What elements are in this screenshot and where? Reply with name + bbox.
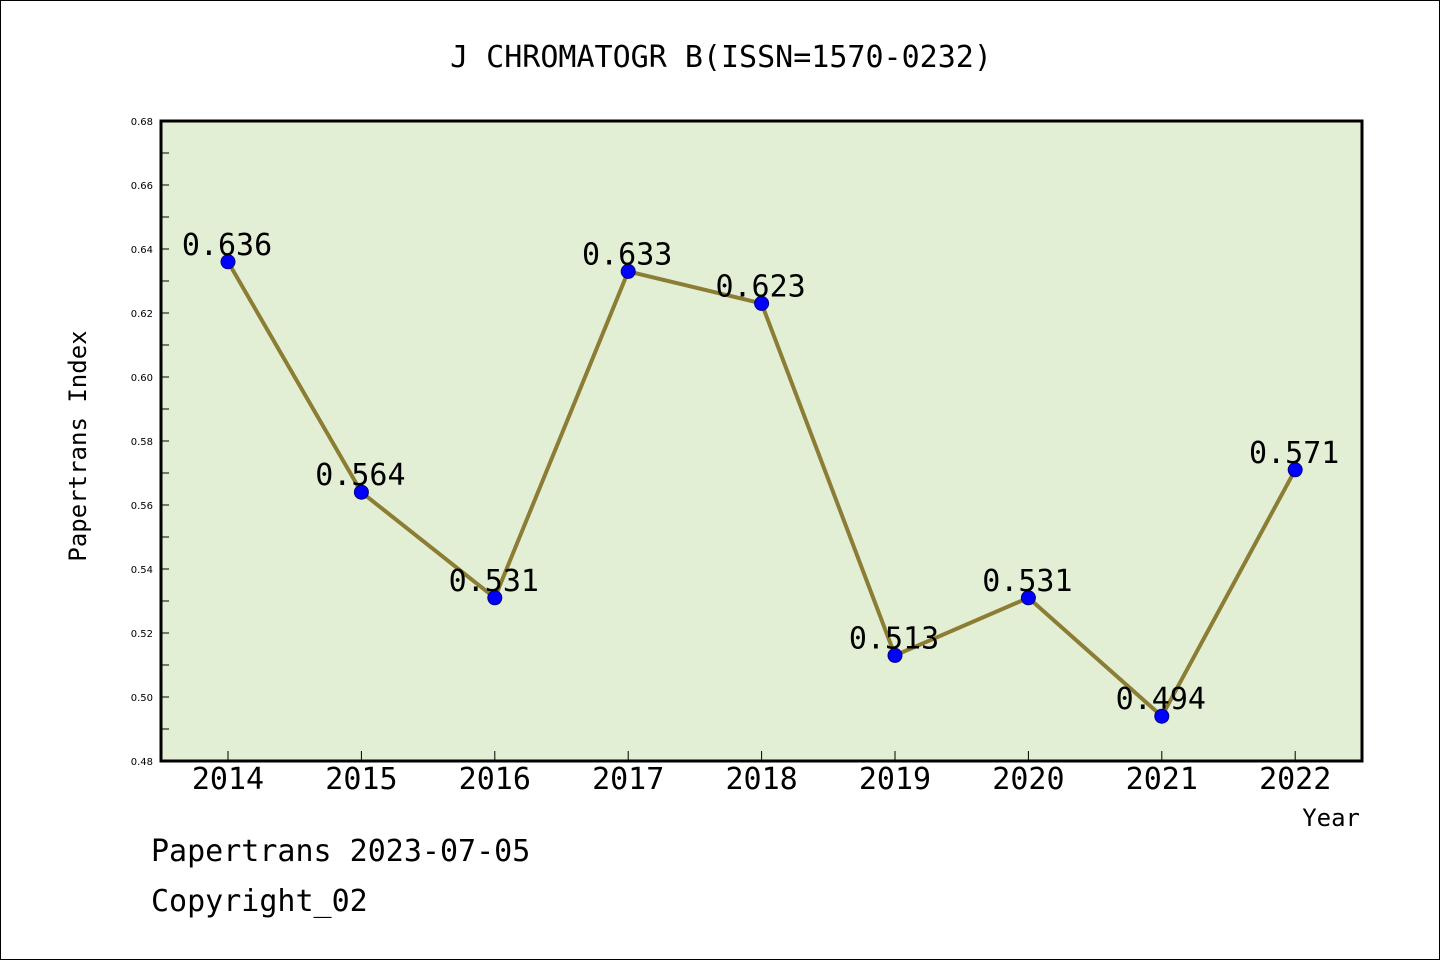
x-tick-label: 2017 (592, 762, 664, 797)
y-tick-label: 0.62 (131, 309, 153, 320)
y-tick-label: 0.56 (131, 501, 153, 512)
x-tick-label: 2022 (1259, 762, 1331, 797)
x-tick-label: 2018 (725, 762, 797, 797)
data-markers (220, 254, 1303, 724)
data-point (620, 263, 636, 279)
y-tick-label: 0.52 (131, 629, 153, 640)
y-tick-label: 0.60 (131, 373, 153, 384)
footer-source: Papertrans 2023-07-05 (151, 834, 531, 869)
data-point (353, 484, 369, 500)
data-label: 0.531 (982, 564, 1072, 599)
y-tick-label: 0.48 (131, 757, 153, 768)
data-point (1287, 462, 1303, 478)
plot-border (159, 119, 1364, 763)
data-point (487, 590, 503, 606)
y-tick-label: 0.64 (131, 245, 153, 256)
data-labels: 0.636 0.564 0.531 0.633 0.623 0.513 0.531 0.494… (182, 228, 1340, 717)
data-point (1154, 708, 1170, 724)
y-axis: 0.48 0.50 0.52 0.54 0.56 0.58 0.60 0.62 0.64 0.66… (131, 117, 169, 768)
y-tick-label: 0.54 (131, 565, 153, 576)
y-tick-label: 0.50 (131, 693, 153, 704)
x-tick-label: 2021 (1126, 762, 1198, 797)
x-tick-label: 2015 (325, 762, 397, 797)
data-label: 0.531 (449, 564, 539, 599)
x-axis-label: Year (1302, 804, 1360, 832)
data-label: 0.636 (182, 228, 272, 263)
data-label: 0.564 (315, 458, 405, 493)
x-tick-label: 2019 (859, 762, 931, 797)
data-point (754, 295, 770, 311)
data-point (220, 254, 236, 270)
x-tick-label: 2014 (192, 762, 264, 797)
y-tick-label: 0.68 (131, 117, 153, 128)
x-axis: 2014 2015 2016 2017 2018 2019 2020 2021 2022 (192, 751, 1331, 797)
data-label: 0.623 (715, 269, 805, 304)
data-point (1020, 590, 1036, 606)
x-tick-label: 2020 (992, 762, 1064, 797)
data-point (887, 647, 903, 663)
footer-copyright: Copyright_02 (151, 884, 368, 919)
data-label: 0.633 (582, 237, 672, 272)
chart-title: J CHROMATOGR B(ISSN=1570-0232) (450, 40, 992, 75)
data-label: 0.494 (1116, 682, 1206, 717)
y-tick-label: 0.66 (131, 181, 153, 192)
data-label: 0.571 (1249, 436, 1339, 471)
x-tick-label: 2016 (459, 762, 531, 797)
y-tick-label: 0.58 (131, 437, 153, 448)
plot-area (161, 121, 1362, 761)
y-axis-label: Papertrans Index (64, 330, 92, 561)
data-label: 0.513 (849, 621, 939, 656)
